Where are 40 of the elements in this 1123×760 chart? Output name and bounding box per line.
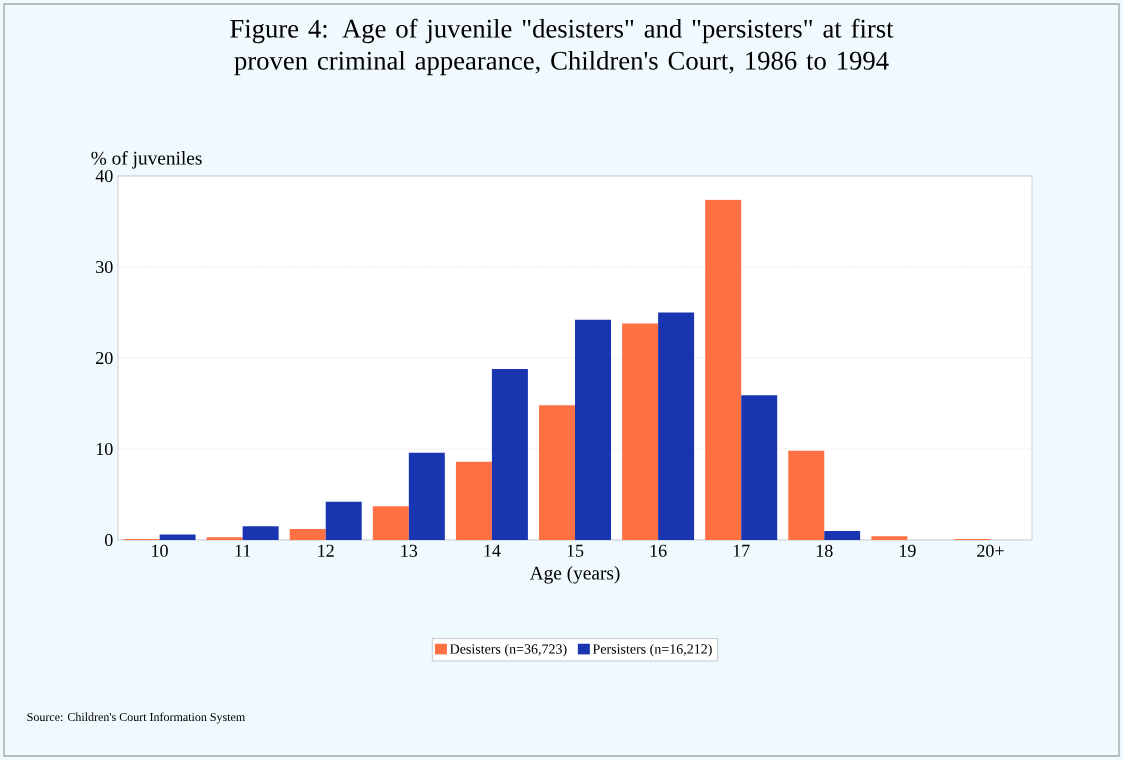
x-tick-label: 18 bbox=[816, 544, 833, 557]
legend-label: Desisters (n=36,723) bbox=[450, 643, 567, 657]
x-tick-label: 20+ bbox=[977, 544, 1004, 557]
y-tick-label: 30 bbox=[96, 260, 113, 274]
bar bbox=[455, 461, 492, 540]
bar bbox=[159, 534, 196, 540]
y-tick-label: 0 bbox=[104, 533, 113, 547]
legend-label: Persisters (n=16,212) bbox=[592, 643, 712, 657]
x-tick-label: 12 bbox=[318, 544, 334, 557]
y-tick-label: 20 bbox=[96, 351, 113, 365]
bar bbox=[206, 537, 243, 540]
bar bbox=[705, 199, 742, 540]
bar bbox=[539, 405, 576, 540]
bar bbox=[491, 368, 528, 540]
bar bbox=[575, 319, 612, 540]
x-tick-label: 14 bbox=[484, 544, 501, 557]
x-tick-label: 19 bbox=[899, 544, 916, 557]
y-axis-title: % of juveniles bbox=[91, 150, 202, 169]
source-note: Source: Children's Court Information System bbox=[27, 712, 246, 724]
x-tick-label: 17 bbox=[733, 544, 750, 557]
bar bbox=[658, 312, 695, 540]
x-tick-label: 16 bbox=[650, 544, 667, 557]
bar bbox=[242, 526, 279, 540]
bar bbox=[871, 536, 908, 540]
bar bbox=[372, 506, 409, 540]
x-tick-label: 13 bbox=[401, 544, 418, 557]
bar bbox=[622, 323, 659, 540]
bar bbox=[788, 450, 825, 540]
bar bbox=[741, 395, 778, 540]
bar bbox=[325, 501, 362, 540]
x-tick-label: 10 bbox=[152, 544, 168, 557]
chart-title: Figure 4: Age of juvenile "desisters" and "persisters" at first proven criminal appearance, Children's Court, 1986 to 1994 bbox=[230, 18, 894, 76]
x-axis-title: Age (years) bbox=[529, 566, 620, 584]
y-tick-label: 10 bbox=[96, 442, 113, 456]
bar bbox=[824, 530, 861, 540]
bar bbox=[289, 529, 326, 540]
y-tick-label: 40 bbox=[95, 169, 113, 183]
x-tick-label: 11 bbox=[235, 544, 251, 557]
bar bbox=[408, 452, 445, 540]
x-tick-label: 15 bbox=[567, 544, 584, 557]
